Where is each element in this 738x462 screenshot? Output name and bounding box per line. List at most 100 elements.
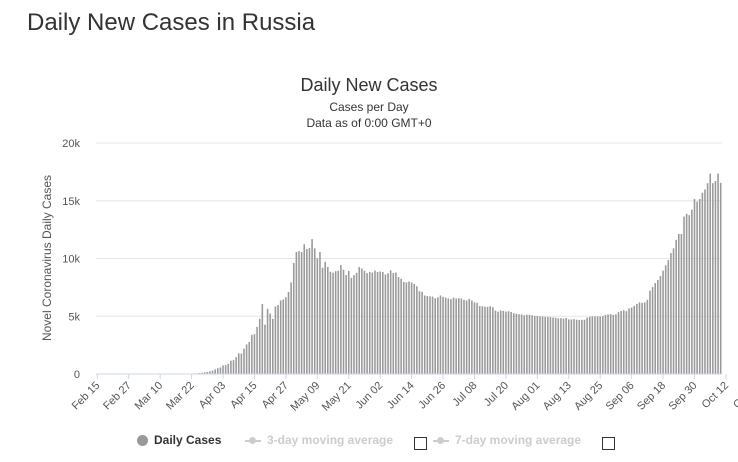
bar[interactable] [227,363,230,374]
bar[interactable] [366,273,368,374]
legend-item-7-day-average[interactable]: 7-day moving average [433,433,581,447]
bar[interactable] [321,267,324,374]
bar[interactable] [646,299,649,374]
bar[interactable] [554,317,557,374]
bar[interactable] [421,291,423,374]
bar[interactable] [243,348,245,374]
bar[interactable] [395,272,397,374]
bar[interactable] [457,298,460,374]
bar[interactable] [397,277,400,374]
bar[interactable] [641,302,643,374]
bar[interactable] [442,296,444,374]
bar[interactable] [706,183,709,374]
bar[interactable] [337,270,340,374]
bar[interactable] [371,272,374,374]
bar[interactable] [332,272,334,374]
bar[interactable] [649,290,651,374]
bar[interactable] [507,311,510,374]
bar[interactable] [560,318,562,374]
bar[interactable] [678,233,680,374]
bar[interactable] [531,315,533,374]
bar[interactable] [552,317,554,374]
bar[interactable] [594,316,596,374]
bar[interactable] [499,310,502,374]
bar[interactable] [717,173,719,374]
bar[interactable] [604,314,607,374]
bar[interactable] [476,302,478,374]
bar[interactable] [237,353,240,374]
bar[interactable] [248,341,251,374]
bar[interactable] [583,319,586,374]
bar[interactable] [636,303,638,374]
bar[interactable] [547,316,549,374]
bar[interactable] [704,189,706,374]
bar[interactable] [269,313,271,374]
bar[interactable] [628,308,630,374]
bar[interactable] [633,305,636,374]
bar[interactable] [334,271,337,374]
bar[interactable] [492,307,494,374]
bar[interactable] [541,316,544,374]
bar[interactable] [685,213,688,374]
bar[interactable] [696,201,698,374]
bar[interactable] [203,372,206,374]
bar[interactable] [536,316,539,374]
bar[interactable] [400,278,402,374]
bar[interactable] [617,312,620,374]
bar[interactable] [688,215,691,374]
bar[interactable] [651,287,654,374]
bar[interactable] [405,282,408,374]
bar[interactable] [311,239,313,374]
7-day-average-checkbox[interactable] [602,437,615,450]
bar[interactable] [222,365,224,374]
bar[interactable] [327,266,329,374]
bar[interactable] [505,311,507,374]
bar[interactable] [478,306,481,374]
bar[interactable] [240,353,243,374]
bar[interactable] [562,318,565,374]
bar[interactable] [300,252,303,374]
bar[interactable] [434,298,436,374]
bar[interactable] [698,199,701,374]
bar[interactable] [638,302,641,374]
bar[interactable] [659,276,662,374]
bar[interactable] [217,368,219,374]
bar[interactable] [712,183,714,374]
bar[interactable] [347,270,350,374]
bar[interactable] [374,270,376,374]
bar[interactable] [313,248,316,374]
bar[interactable] [306,249,308,374]
bar[interactable] [518,314,520,374]
bar[interactable] [502,310,505,374]
bar[interactable] [355,272,358,374]
bar[interactable] [463,299,465,374]
bar[interactable] [361,268,363,374]
bar[interactable] [264,324,266,374]
bar[interactable] [654,283,656,374]
bar[interactable] [486,306,489,374]
bar[interactable] [387,273,389,374]
bar[interactable] [285,297,287,374]
bar[interactable] [533,315,536,374]
bar[interactable] [615,314,617,374]
bar[interactable] [497,311,499,374]
bar[interactable] [670,253,672,374]
bar[interactable] [303,244,306,374]
bar[interactable] [675,239,677,374]
bar[interactable] [460,298,463,374]
bar[interactable] [599,316,601,374]
bar[interactable] [664,265,667,374]
bar[interactable] [667,260,670,374]
bar[interactable] [413,284,416,374]
bar[interactable] [295,251,298,374]
bar[interactable] [379,271,381,374]
bar[interactable] [410,282,413,374]
bar[interactable] [719,182,722,374]
bar[interactable] [680,233,683,374]
bar[interactable] [224,365,227,374]
bar[interactable] [389,270,392,374]
bar[interactable] [526,314,528,374]
bar[interactable] [557,318,560,374]
bar[interactable] [319,252,321,374]
bar[interactable] [423,295,426,374]
